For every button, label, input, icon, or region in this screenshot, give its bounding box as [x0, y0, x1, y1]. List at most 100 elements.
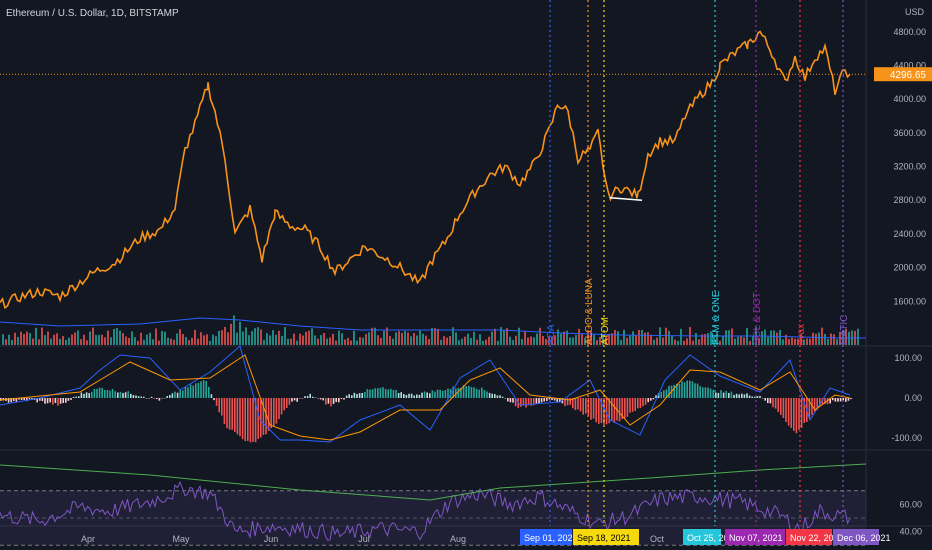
- date-tag: [833, 529, 879, 545]
- oscillator-bar: [611, 398, 613, 421]
- oscillator-bar: [600, 398, 603, 423]
- oscillator-bar: [598, 398, 600, 424]
- price-tick-label: 3600.00: [893, 128, 926, 138]
- volume-bar: [566, 330, 568, 345]
- volume-bar: [335, 340, 337, 345]
- rsi-tick-label: 40.00: [899, 527, 922, 537]
- volume-bar: [713, 336, 715, 345]
- volume-bar: [254, 328, 256, 345]
- oscillator-bar: [361, 392, 363, 398]
- volume-bar: [122, 333, 124, 345]
- oscillator-bar: [785, 398, 787, 422]
- volume-bar: [527, 337, 529, 345]
- oscillator-bar: [735, 393, 738, 398]
- oscillator-bar: [637, 398, 639, 409]
- oscillator-bar: [486, 391, 488, 398]
- volume-bar: [419, 330, 421, 345]
- oscillator-bar: [371, 389, 374, 398]
- oscillator-bar: [364, 391, 366, 398]
- volume-bar: [401, 332, 403, 345]
- oscillator-bar: [457, 387, 460, 398]
- volume-bar: [245, 327, 247, 345]
- volume-bar: [341, 333, 343, 345]
- oscillator-bar: [304, 396, 306, 398]
- oscillator-bar: [46, 398, 49, 404]
- volume-bar: [29, 333, 31, 345]
- volume-bar: [131, 331, 133, 345]
- volume-bar: [311, 328, 313, 345]
- volume-bar: [644, 332, 646, 345]
- volume-bar: [494, 328, 496, 345]
- oscillator-bar: [369, 389, 371, 398]
- volume-bar: [536, 333, 538, 345]
- volume-bar: [746, 328, 748, 345]
- oscillator-bar: [176, 392, 179, 398]
- volume-bar: [722, 336, 724, 345]
- oscillator-bar: [174, 391, 176, 398]
- oscillator-bar: [850, 398, 852, 400]
- volume-bar: [305, 331, 307, 345]
- oscillator-bar: [208, 386, 210, 398]
- volume-bar: [683, 340, 685, 345]
- volume-bar: [35, 327, 37, 345]
- volume-bar: [821, 327, 823, 345]
- volume-bar: [203, 335, 205, 345]
- oscillator-bar: [335, 398, 337, 402]
- volume-bar: [350, 340, 352, 345]
- oscillator-bar: [226, 398, 228, 429]
- oscillator-bar: [715, 392, 717, 398]
- oscillator-bar: [533, 398, 535, 406]
- oscillator-bar: [798, 398, 800, 430]
- oscillator-bar: [811, 398, 813, 415]
- volume-bar: [614, 329, 616, 345]
- volume-bar: [728, 330, 730, 345]
- oscillator-bar: [148, 398, 150, 399]
- time-tick-label: Jun: [264, 534, 279, 544]
- volume-bar: [530, 336, 532, 345]
- volume-bar: [113, 328, 115, 345]
- volume-bar: [356, 340, 358, 345]
- volume-bar: [827, 338, 829, 345]
- volume-bar: [560, 333, 562, 345]
- volume-bar: [737, 336, 739, 345]
- volume-bar: [347, 337, 349, 345]
- oscillator-bar: [551, 398, 553, 401]
- oscillator-bar: [143, 396, 145, 398]
- oscillator-bar: [608, 398, 610, 424]
- oscillator-bar: [291, 398, 293, 402]
- oscillator-bar: [605, 398, 608, 425]
- volume-bar: [242, 331, 244, 345]
- volume-bar: [638, 329, 640, 345]
- volume-bar: [146, 334, 148, 345]
- volume-bar: [86, 340, 88, 345]
- oscillator-bar: [10, 398, 12, 403]
- volume-bar: [167, 337, 169, 345]
- oscillator-bar: [556, 398, 558, 402]
- volume-bar: [251, 331, 253, 345]
- oscillator-bar: [62, 398, 64, 404]
- volume-bar: [140, 332, 142, 345]
- oscillator-bar: [377, 388, 379, 398]
- oscillator-bar: [137, 396, 140, 398]
- oscillator-bar: [257, 398, 259, 439]
- oscillator-bar: [325, 398, 327, 405]
- oscillator-bar: [80, 392, 83, 398]
- oscillator-bar: [205, 381, 207, 398]
- oscillator-bar: [613, 398, 616, 423]
- oscillator-bar: [522, 398, 525, 406]
- volume-bar: [110, 337, 112, 345]
- volume-bar: [596, 340, 598, 345]
- oscillator-bar: [384, 388, 387, 398]
- oscillator-bar: [540, 398, 543, 403]
- volume-bar: [578, 328, 580, 345]
- trendline-drawing: [609, 196, 643, 201]
- volume-bar: [53, 334, 55, 345]
- volume-bar: [857, 328, 859, 345]
- oscillator-bar: [374, 388, 376, 398]
- oscillator-bar: [75, 396, 77, 398]
- volume-bar: [797, 338, 799, 345]
- volume-bar: [116, 328, 118, 345]
- volume-bar: [17, 337, 19, 345]
